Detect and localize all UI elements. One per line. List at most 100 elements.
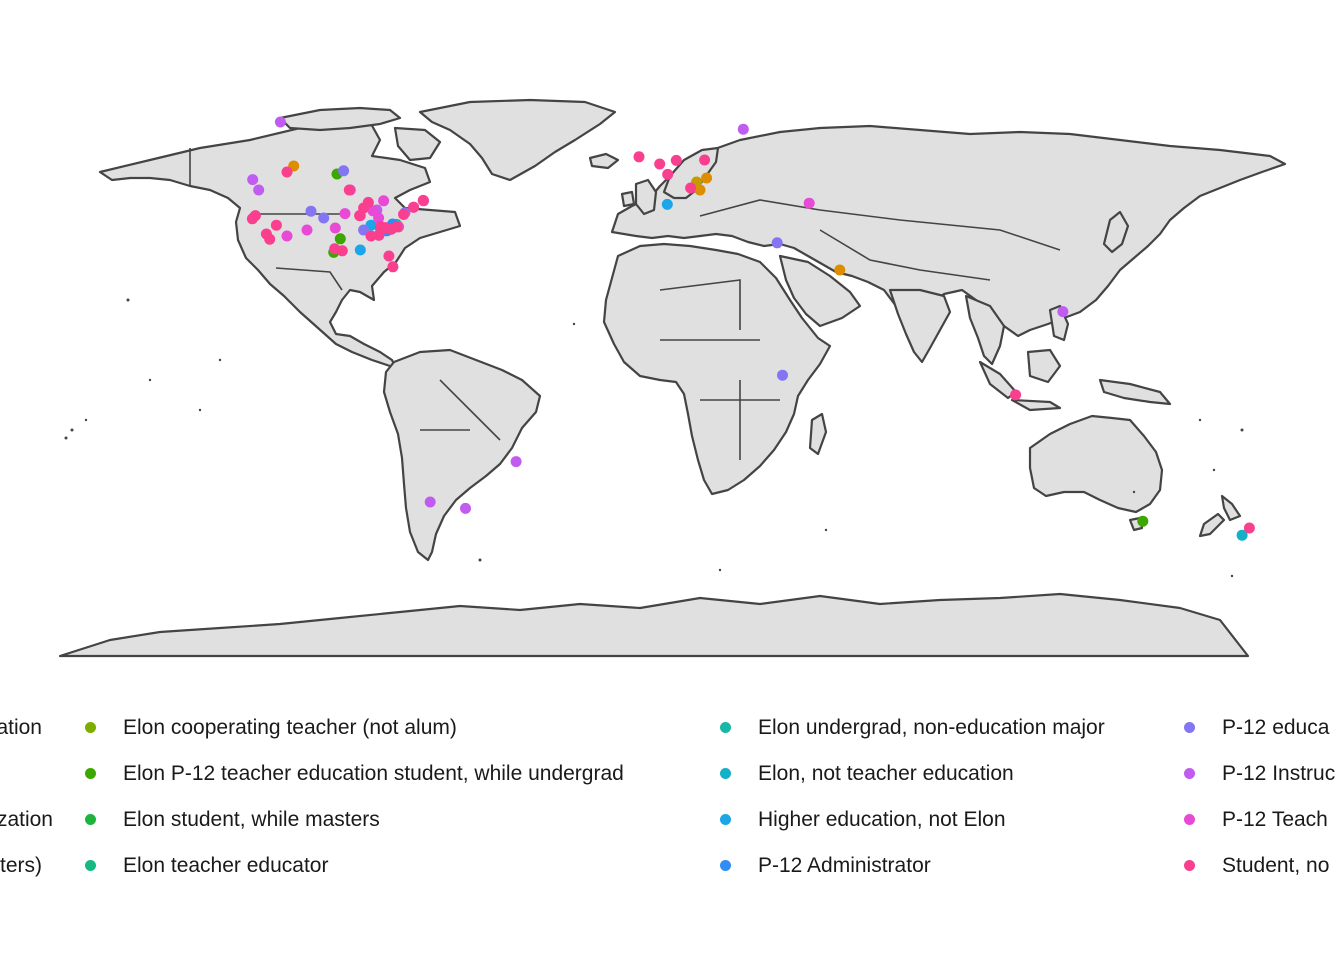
data-point [338, 165, 350, 177]
data-point [334, 233, 346, 245]
legend-swatch [720, 722, 731, 733]
australia [1028, 414, 1164, 514]
legend-label: P-12 Administrator [758, 854, 931, 877]
legend-swatch [1184, 722, 1195, 733]
data-point [253, 184, 265, 196]
eurasia-landmass [610, 124, 1287, 338]
data-point [387, 261, 399, 273]
data-point [460, 502, 471, 514]
data-point [343, 184, 355, 196]
data-point [378, 195, 390, 207]
legend-label: Elon teacher educator [123, 854, 329, 877]
japan [1102, 210, 1130, 254]
data-point [834, 264, 846, 276]
data-point [633, 151, 645, 163]
data-points-layer [246, 116, 1255, 541]
legend-item [0, 759, 42, 789]
antarctica [58, 592, 1250, 658]
data-point [1010, 389, 1022, 401]
data-point [424, 496, 436, 508]
data-point [803, 197, 815, 209]
legend-swatch [1184, 814, 1195, 825]
eurasia-border-2 [819, 229, 991, 281]
data-point [398, 208, 410, 220]
data-point [510, 456, 522, 468]
data-point [1057, 306, 1069, 318]
ireland [620, 190, 636, 208]
legend-swatch [85, 722, 96, 733]
canadian-arctic-islands [278, 106, 402, 132]
data-point [305, 205, 317, 217]
data-point [654, 158, 666, 170]
new-zealand-north [1220, 494, 1242, 522]
data-point [270, 219, 282, 231]
legend-swatch [720, 814, 731, 825]
data-point [339, 208, 351, 220]
legend-label: Elon P-12 teacher education student, whi… [123, 762, 624, 785]
data-point [662, 168, 674, 180]
small-islands [64, 298, 1244, 578]
baffin-island [393, 126, 442, 162]
land-layer [58, 98, 1287, 658]
great-britain [634, 178, 658, 216]
legend-swatch [720, 860, 731, 871]
data-point [408, 201, 420, 213]
legend-label-clipped: ation [0, 716, 42, 739]
africa-border-north [659, 279, 741, 330]
data-point [661, 198, 673, 210]
data-point [699, 154, 711, 166]
data-point [777, 369, 788, 381]
legend-swatch [1184, 768, 1195, 779]
data-point [358, 202, 370, 214]
data-point [1137, 515, 1149, 527]
data-point [375, 220, 387, 232]
legend-label-clipped: ters) [0, 854, 42, 877]
us-mexico-border [275, 267, 343, 291]
series-9 [305, 165, 788, 381]
data-point [247, 174, 259, 186]
data-point [264, 233, 276, 245]
country-borders [189, 148, 1061, 460]
madagascar [808, 412, 828, 456]
data-point [354, 244, 366, 256]
data-point [685, 182, 697, 194]
data-point [373, 229, 385, 241]
data-point [373, 212, 385, 224]
series-12 [246, 151, 1255, 534]
south-america-border [439, 379, 501, 441]
data-point [383, 250, 395, 262]
legend-label: Higher education, not Elon [758, 808, 1006, 831]
legend-item: zation [0, 805, 53, 835]
indian-subcontinent [888, 288, 952, 364]
data-point [1236, 529, 1248, 541]
legend-swatch [720, 768, 731, 779]
legend-label: Elon, not teacher education [758, 762, 1014, 785]
data-point [329, 222, 341, 234]
legend-label: P-12 Instruc [1222, 762, 1336, 785]
legend-item: ation [0, 713, 42, 743]
legend-swatch [85, 860, 96, 871]
data-point [336, 245, 348, 257]
indonesia-borneo [1026, 348, 1062, 384]
legend-label: Elon student, while masters [123, 808, 380, 831]
legend-swatch [85, 768, 96, 779]
data-point [281, 230, 293, 242]
data-point [701, 172, 713, 184]
indonesia-java [1010, 398, 1062, 412]
africa-landmass [602, 242, 832, 496]
eurasia-border-1 [699, 199, 1061, 251]
data-point [301, 224, 313, 236]
south-america-landmass [382, 348, 542, 562]
data-point [385, 223, 397, 235]
data-point [771, 237, 783, 249]
legend-swatch [85, 814, 96, 825]
data-point [246, 213, 258, 225]
data-point [1243, 522, 1255, 534]
data-point [670, 154, 682, 166]
new-guinea [1098, 378, 1172, 406]
greenland [418, 98, 617, 182]
iceland [588, 152, 620, 170]
legend-label: P-12 Teach [1222, 808, 1328, 831]
legend-swatch [1184, 860, 1195, 871]
southeast-asia-peninsula [964, 294, 1006, 366]
